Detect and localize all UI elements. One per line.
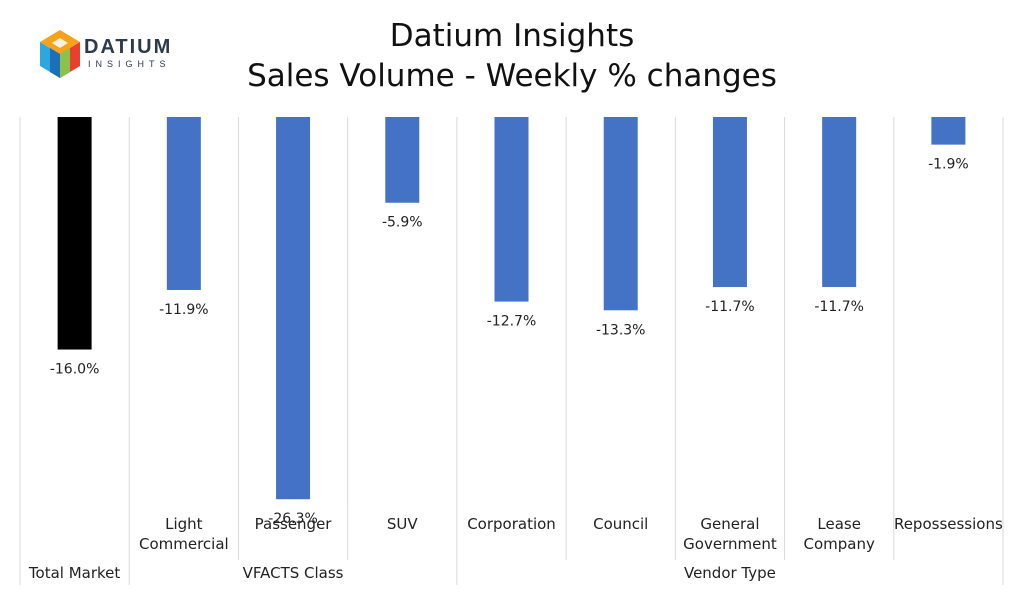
logo-subtext: INSIGHTS (88, 59, 171, 69)
data-label: -13.3% (596, 322, 646, 338)
category-label: Light (165, 515, 203, 533)
data-label: -11.9% (159, 302, 209, 318)
data-label: -11.7% (814, 299, 864, 315)
data-label: -16.0% (50, 362, 100, 378)
group-label: Total Market (28, 564, 120, 582)
category-label: Lease (817, 515, 861, 533)
chart-subtitle: Sales Volume - Weekly % changes (247, 58, 777, 94)
data-label: -26.3% (268, 511, 318, 527)
bar (712, 117, 747, 288)
category-label: SUV (387, 515, 419, 533)
bar (822, 117, 857, 288)
bar (166, 117, 201, 290)
datium-logo: DATIUM INSIGHTS (38, 28, 188, 80)
group-label: Vendor Type (684, 564, 776, 582)
bar (276, 117, 311, 500)
category-label: Passenger (255, 515, 333, 533)
chart-title: Datium Insights (389, 18, 635, 54)
bar (385, 117, 420, 203)
bar (57, 117, 92, 350)
category-label: Government (683, 535, 777, 553)
category-label: General (700, 515, 759, 533)
category-label: Commercial (139, 535, 229, 553)
bar (603, 117, 638, 311)
data-label: -1.9% (928, 157, 969, 173)
group-label: VFACTS Class (243, 564, 344, 582)
category-label: Company (803, 535, 874, 553)
bar (931, 117, 966, 145)
data-label: -11.7% (705, 299, 755, 315)
data-label: -12.7% (487, 314, 537, 330)
logo-wordmark: DATIUM (84, 36, 173, 58)
category-label: Council (593, 515, 648, 533)
data-label: -5.9% (382, 215, 423, 231)
bar (494, 117, 529, 302)
category-label: Corporation (467, 515, 556, 533)
category-label: Repossessions (894, 515, 1003, 533)
cube-logo-icon (40, 30, 80, 78)
